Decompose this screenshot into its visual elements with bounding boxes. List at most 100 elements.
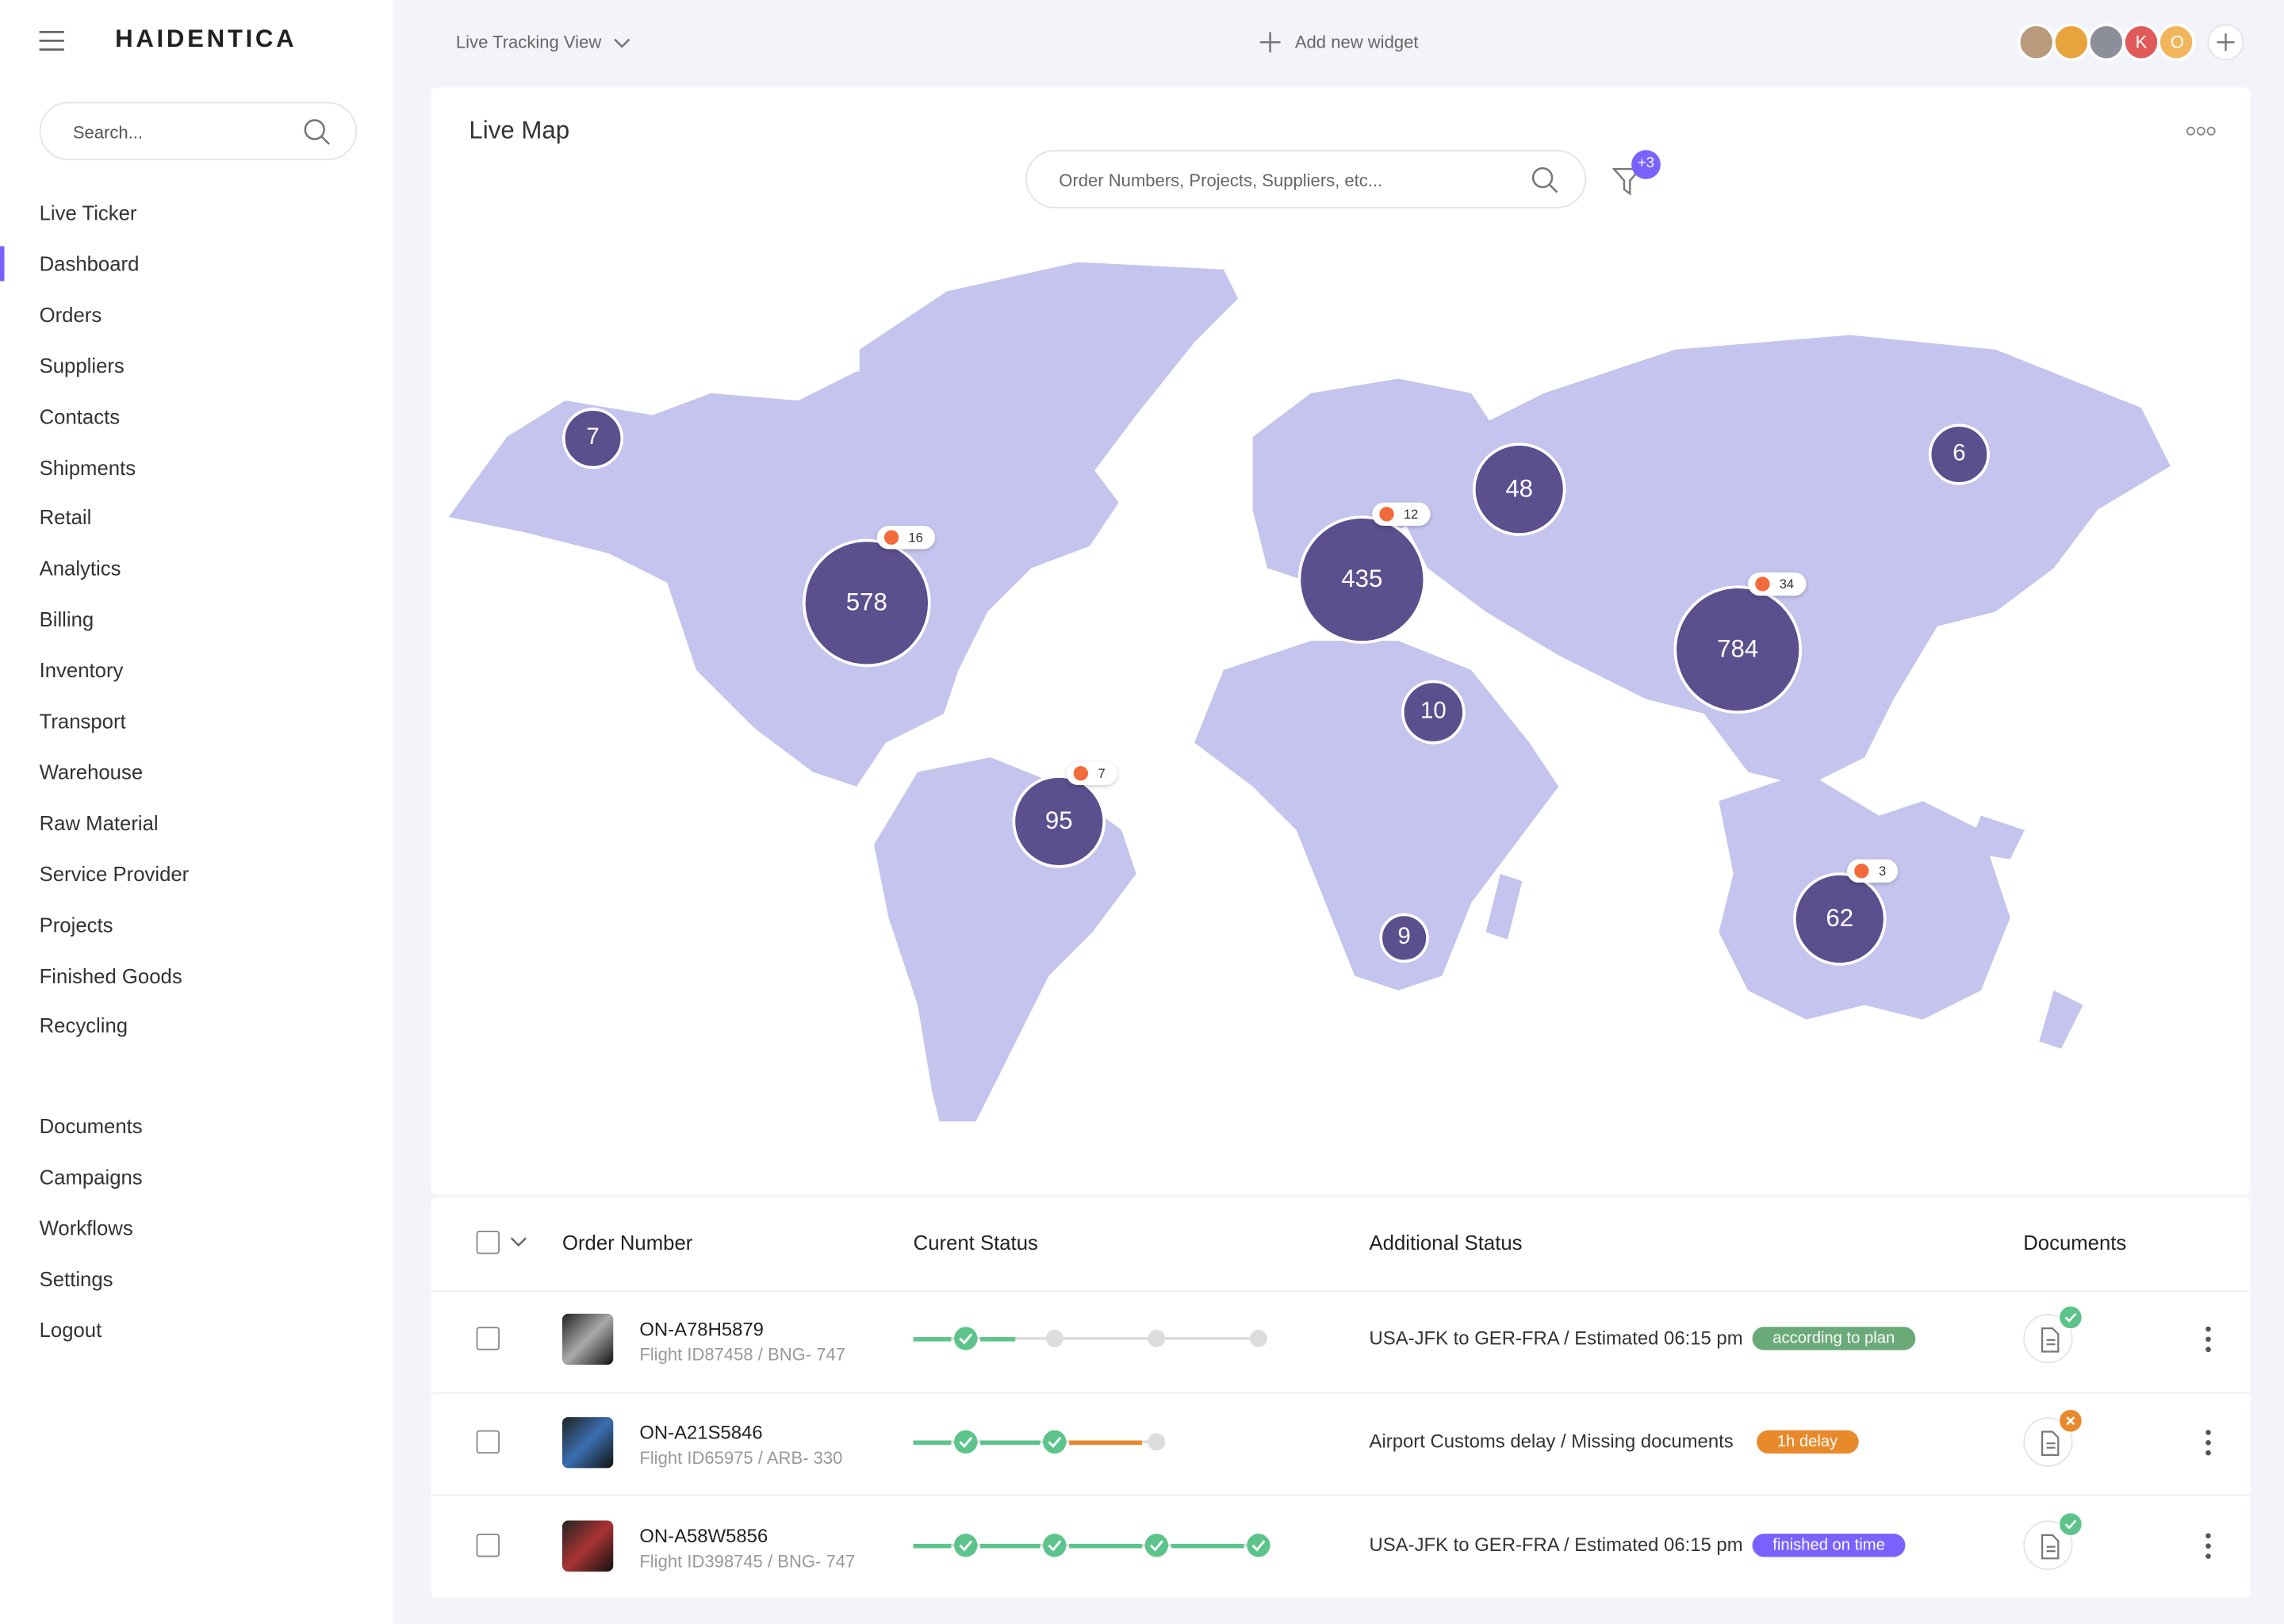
nav-item[interactable]: Service Provider	[39, 861, 190, 886]
step-done	[954, 1534, 978, 1557]
avatar-initial: O	[2170, 32, 2184, 53]
nav-item[interactable]: Retail	[39, 506, 92, 530]
avatar-initial: K	[2135, 32, 2148, 53]
row-checkbox[interactable]	[476, 1430, 500, 1454]
cluster-count: 9	[1397, 925, 1411, 950]
thumbnail	[561, 1520, 614, 1572]
nav-item[interactable]: Analytics	[39, 557, 121, 580]
nav-item[interactable]: Live Ticker	[39, 201, 137, 224]
select-all-checkbox[interactable]	[476, 1231, 500, 1254]
nav-item[interactable]: Inventory	[39, 658, 124, 682]
cluster-count: 62	[1826, 904, 1854, 933]
search-icon[interactable]	[303, 118, 332, 147]
progress-segment	[1171, 1543, 1244, 1548]
map-title: Live Map	[469, 116, 570, 144]
map-cluster[interactable]: 62	[1793, 872, 1887, 966]
plus-icon[interactable]	[1259, 31, 1282, 54]
progress-segment	[1069, 1543, 1142, 1548]
nav-item[interactable]: Billing	[39, 607, 94, 631]
search-box[interactable]: Search...	[39, 102, 357, 161]
document-button[interactable]	[2023, 1313, 2073, 1364]
more-icon[interactable]	[2185, 124, 2217, 138]
nav-item[interactable]: Campaigns	[39, 1165, 143, 1189]
row-checkbox[interactable]	[476, 1327, 500, 1350]
nav-item[interactable]: Logout	[39, 1317, 102, 1341]
map-cluster[interactable]: 784	[1673, 585, 1803, 714]
cluster-count: 578	[845, 588, 887, 616]
row-checkbox[interactable]	[476, 1534, 500, 1557]
nav-item[interactable]: Finished Goods	[39, 963, 182, 987]
search-icon[interactable]	[1531, 166, 1560, 195]
row-menu[interactable]	[2202, 1325, 2214, 1354]
nav-item[interactable]: Warehouse	[39, 760, 144, 783]
alert-dot	[883, 530, 899, 545]
document-state	[2058, 1511, 2083, 1537]
column-header: Additional Status	[1369, 1231, 1523, 1254]
cluster-count: 784	[1717, 634, 1759, 663]
view-selector[interactable]: Live Tracking View	[455, 32, 602, 53]
cluster-count: 6	[1953, 441, 1966, 466]
row-menu[interactable]	[2202, 1429, 2214, 1458]
step-pending	[1045, 1329, 1063, 1347]
document-state	[2058, 1408, 2083, 1434]
row-divider	[431, 1494, 2251, 1496]
progress-segment	[913, 1439, 952, 1445]
nav-item[interactable]: Contacts	[39, 404, 121, 428]
nav-item[interactable]: Projects	[39, 912, 113, 936]
progress-segment	[980, 1336, 1016, 1341]
map-cluster[interactable]: 9	[1379, 913, 1429, 963]
order-number[interactable]: ON-A78H5879	[639, 1318, 764, 1340]
nav-item[interactable]: Shipments	[39, 454, 136, 479]
map-cluster[interactable]: 578	[803, 538, 931, 668]
map-cluster[interactable]: 6	[1928, 423, 1990, 485]
step-pending	[1249, 1329, 1267, 1347]
add-widget[interactable]: Add new widget	[1294, 32, 1419, 53]
map-cluster[interactable]: 48	[1472, 442, 1566, 536]
progress-segment	[913, 1543, 952, 1548]
progress-segment	[1069, 1439, 1142, 1445]
nav-item[interactable]: Transport	[39, 709, 126, 733]
nav-item[interactable]: Dashboard	[39, 251, 140, 275]
document-button[interactable]	[2023, 1520, 2073, 1570]
alert-badge: 7	[1066, 761, 1117, 785]
progress-segment	[980, 1543, 1040, 1548]
document-state	[2058, 1304, 2083, 1330]
nav-item[interactable]: Workflows	[39, 1216, 133, 1239]
document-button[interactable]	[2023, 1417, 2073, 1467]
cluster-count: 7	[586, 425, 600, 450]
row-divider	[431, 1290, 2251, 1293]
filter-badge: +3	[1638, 155, 1654, 172]
search-placeholder: Search...	[72, 122, 144, 143]
alert-badge: 34	[1747, 572, 1806, 596]
map-cluster[interactable]: 95	[1012, 775, 1106, 868]
step-done	[1144, 1534, 1169, 1557]
nav-item[interactable]: Raw Material	[39, 810, 159, 835]
map-search[interactable]: Order Numbers, Projects, Suppliers, etc.…	[1025, 150, 1587, 209]
cluster-count: 10	[1420, 699, 1447, 724]
additional-status: USA-JFK to GER-FRA / Estimated 06:15 pm	[1369, 1534, 1743, 1556]
nav-item[interactable]: Orders	[39, 302, 102, 327]
menu-icon[interactable]	[38, 29, 67, 52]
order-number[interactable]: ON-A58W5856	[639, 1525, 768, 1547]
filter-icon[interactable]	[1611, 148, 1669, 197]
status-badge: 1h delay	[1757, 1430, 1858, 1454]
map-cluster[interactable]: 10	[1401, 680, 1466, 745]
thumbnail	[561, 1417, 614, 1469]
map-cluster[interactable]: 435	[1297, 515, 1427, 644]
nav-item[interactable]: Recycling	[39, 1014, 128, 1038]
sidebar: HAIDENTICA Search... Live Ticker Dashboar…	[0, 0, 393, 1624]
alert-dot	[1378, 507, 1394, 522]
chevron[interactable]	[611, 36, 632, 51]
nav-item[interactable]: Documents	[39, 1114, 143, 1138]
step-done	[1247, 1534, 1270, 1557]
step-done	[954, 1430, 978, 1454]
nav-item[interactable]: Settings	[39, 1266, 113, 1290]
chevron[interactable]	[510, 1236, 527, 1248]
order-number[interactable]: ON-A21S5846	[639, 1421, 763, 1444]
map-search-placeholder: Order Numbers, Projects, Suppliers, etc.…	[1059, 170, 1383, 191]
row-menu[interactable]	[2202, 1532, 2214, 1561]
nav-item[interactable]: Suppliers	[39, 353, 125, 377]
alert-dot	[1853, 864, 1869, 879]
map-cluster[interactable]: 7	[561, 408, 624, 469]
